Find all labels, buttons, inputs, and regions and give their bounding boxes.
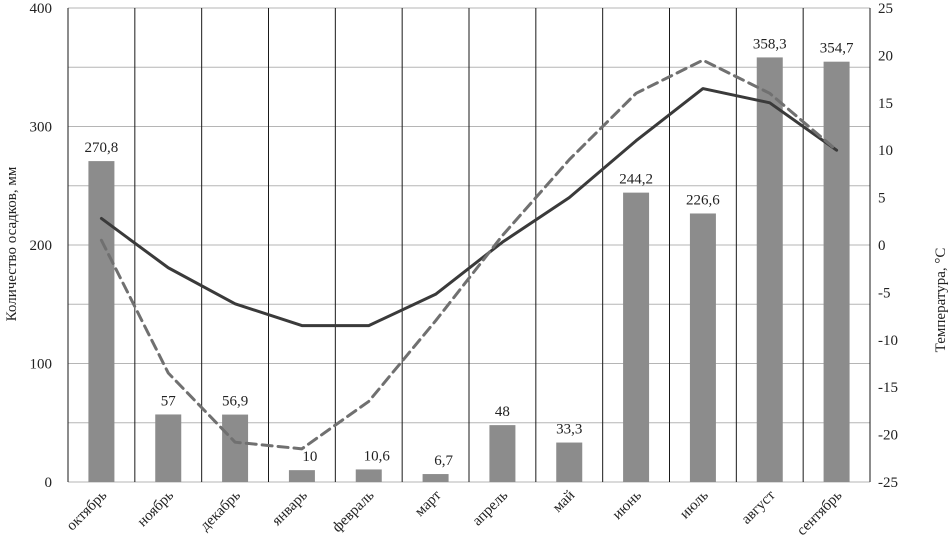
temperature-line-solid bbox=[99, 87, 839, 328]
bar-value-label: 270,8 bbox=[85, 140, 119, 156]
temperature-line-dashed bbox=[99, 58, 839, 451]
bar-value-label: 6,7 bbox=[434, 453, 453, 469]
y2-axis-title: Температура, °С bbox=[933, 248, 949, 353]
x-tick-label: июнь bbox=[609, 487, 645, 523]
precipitation-bar bbox=[88, 161, 115, 483]
precipitation-bar bbox=[288, 470, 315, 482]
x-tick-label: ноябрь bbox=[135, 487, 178, 530]
x-tick-label: май bbox=[550, 488, 578, 516]
bar-value-label: 244,2 bbox=[619, 172, 653, 188]
x-tick-label: декабрь bbox=[197, 487, 244, 534]
y2-tick-label: 20 bbox=[878, 48, 893, 64]
x-tick-label: сентябрь bbox=[794, 487, 846, 539]
y-tick-label: 200 bbox=[30, 238, 53, 254]
bar-value-label: 226,6 bbox=[686, 192, 720, 208]
y-tick-label: 300 bbox=[30, 120, 53, 136]
precipitation-bar bbox=[422, 474, 449, 482]
y2-tick-label: -5 bbox=[878, 285, 891, 301]
y-axis-title: Количество осадков, мм bbox=[4, 166, 20, 321]
x-tick-label: март bbox=[412, 487, 445, 520]
precipitation-bar bbox=[155, 414, 182, 482]
bar-value-label: 57 bbox=[161, 393, 177, 409]
bar-value-label: 354,7 bbox=[820, 41, 854, 57]
y-tick-label: 400 bbox=[30, 1, 53, 17]
temperature-lines bbox=[99, 58, 839, 451]
precipitation-bar bbox=[355, 469, 382, 482]
bar-value-label: 10,6 bbox=[364, 448, 391, 464]
precipitation-bar bbox=[756, 57, 783, 483]
y2-tick-label: -15 bbox=[878, 380, 898, 396]
precipitation-bar bbox=[489, 425, 516, 482]
y2-tick-label: 0 bbox=[878, 238, 886, 254]
precipitation-bar bbox=[689, 213, 716, 482]
y-tick-label: 100 bbox=[30, 357, 53, 373]
y2-tick-label: 5 bbox=[878, 191, 886, 207]
y2-tick-label: 15 bbox=[878, 96, 893, 112]
x-tick-label: август bbox=[739, 487, 779, 527]
bar-value-label: 33,3 bbox=[556, 422, 582, 438]
y2-tick-label: -10 bbox=[878, 333, 898, 349]
precipitation-bar bbox=[222, 414, 249, 482]
data-labels: 270,8 57 56,9 10 10,6 6,7 48 33,3 244,2 226,6 358,… bbox=[85, 36, 854, 469]
precipitation-bar bbox=[823, 61, 850, 482]
x-tick-label: февраль bbox=[329, 487, 377, 535]
bar-value-label: 56,9 bbox=[222, 394, 248, 410]
bar-value-label: 358,3 bbox=[753, 36, 787, 52]
bar-value-label: 48 bbox=[495, 404, 510, 420]
precipitation-bar bbox=[623, 192, 650, 483]
precipitation-bar bbox=[556, 442, 583, 482]
x-tick-label: апрель bbox=[470, 487, 512, 529]
x-tick-label: январь bbox=[269, 487, 311, 529]
x-tick-label: июль bbox=[677, 487, 712, 522]
y2-tick-label: 25 bbox=[878, 1, 893, 17]
y2-tick-label: -25 bbox=[878, 475, 898, 491]
bar-value-label: 10 bbox=[302, 449, 317, 465]
y2-tick-label: 10 bbox=[878, 143, 893, 159]
x-tick-label: октябрь bbox=[64, 487, 111, 534]
y2-tick-label: -20 bbox=[878, 428, 898, 444]
grid-lines bbox=[67, 7, 871, 483]
precipitation-bars bbox=[88, 57, 850, 483]
y-tick-label: 0 bbox=[45, 475, 53, 491]
